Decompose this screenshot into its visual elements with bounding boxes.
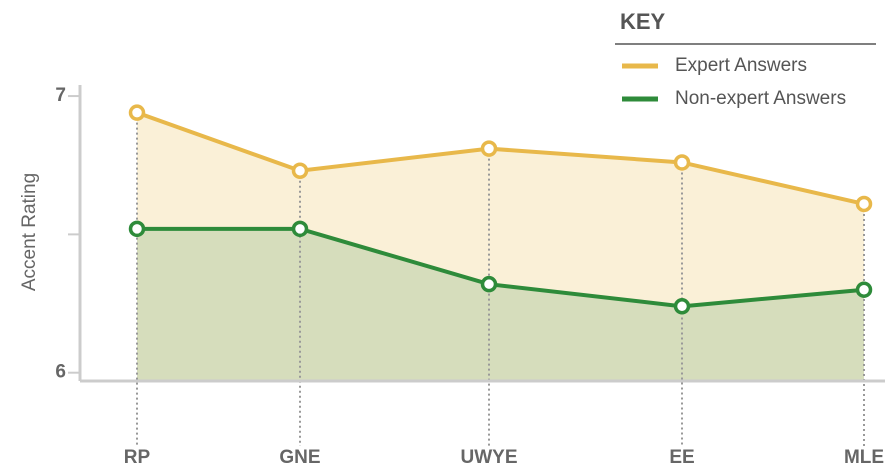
x-tick-label: GNE xyxy=(279,447,320,466)
point xyxy=(128,220,146,238)
y-axis-label: Accent Rating xyxy=(19,173,40,291)
x-tick-label: UWYE xyxy=(461,447,518,466)
point xyxy=(855,281,873,298)
point xyxy=(291,162,309,180)
point xyxy=(128,104,146,121)
point xyxy=(480,140,498,157)
point xyxy=(480,275,498,293)
x-tick-label: MLE xyxy=(844,447,884,466)
point xyxy=(673,298,691,315)
y-tick-label: 6 xyxy=(55,362,66,383)
point xyxy=(291,220,309,238)
point xyxy=(673,154,691,171)
legend-label: Expert Answers xyxy=(675,55,807,76)
legend-title: KEY xyxy=(620,9,666,34)
x-tick-label: EE xyxy=(669,447,694,466)
y-tick-label: 7 xyxy=(55,85,66,106)
legend-label: Non-expert Answers xyxy=(675,88,846,109)
x-tick-label: RP xyxy=(124,447,151,466)
point xyxy=(855,195,873,213)
